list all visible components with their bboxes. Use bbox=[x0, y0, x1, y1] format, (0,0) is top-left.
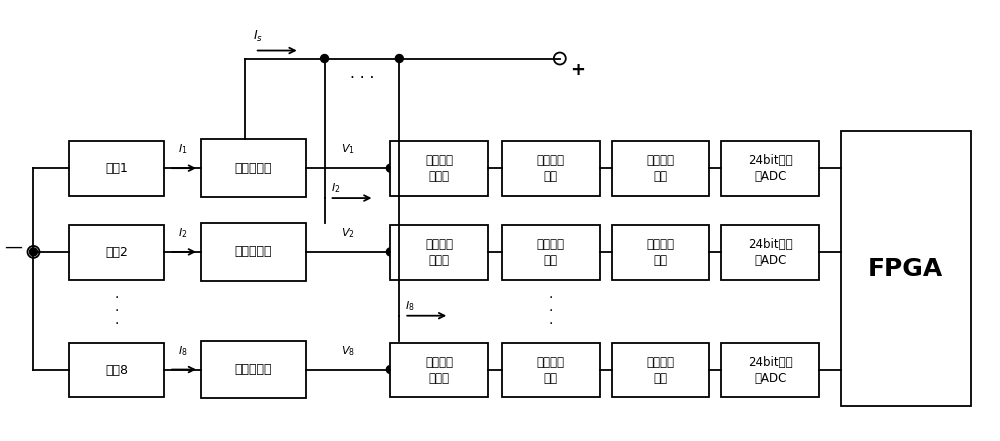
Text: 共模调制
电路: 共模调制 电路 bbox=[646, 355, 674, 385]
Text: ·
·
·: · · · bbox=[549, 291, 553, 331]
Bar bbox=[390, 343, 488, 397]
Circle shape bbox=[29, 248, 37, 256]
Bar bbox=[69, 343, 164, 397]
Text: 电池2: 电池2 bbox=[105, 246, 128, 259]
Text: 24bit高精
度ADC: 24bit高精 度ADC bbox=[748, 355, 792, 385]
Text: 霍尔传感器: 霍尔传感器 bbox=[235, 162, 272, 175]
Text: 霍尔传感器: 霍尔传感器 bbox=[235, 363, 272, 376]
Bar bbox=[201, 223, 306, 281]
Bar bbox=[612, 343, 709, 397]
Text: —: — bbox=[5, 238, 23, 256]
Text: $I_8$: $I_8$ bbox=[178, 344, 187, 358]
Circle shape bbox=[395, 55, 403, 63]
Text: 共模调制
电路: 共模调制 电路 bbox=[646, 238, 674, 267]
Text: $I_2$: $I_2$ bbox=[178, 226, 187, 240]
Bar bbox=[612, 225, 709, 280]
Bar bbox=[841, 131, 971, 407]
Text: $V_1$: $V_1$ bbox=[341, 142, 355, 156]
Text: 霍尔传感器: 霍尔传感器 bbox=[235, 245, 272, 258]
Bar bbox=[69, 225, 164, 280]
Text: 24bit高精
度ADC: 24bit高精 度ADC bbox=[748, 154, 792, 183]
Bar bbox=[390, 225, 488, 280]
Bar bbox=[201, 139, 306, 197]
Text: 单端转差
分电路: 单端转差 分电路 bbox=[425, 238, 453, 267]
Text: $I_s$: $I_s$ bbox=[253, 29, 263, 44]
Bar bbox=[612, 141, 709, 196]
Text: ·
·
·: · · · bbox=[115, 291, 119, 331]
Text: 24bit高精
度ADC: 24bit高精 度ADC bbox=[748, 238, 792, 267]
Text: +: + bbox=[570, 61, 585, 79]
Text: 电池1: 电池1 bbox=[105, 162, 128, 175]
Text: 共模调制
电路: 共模调制 电路 bbox=[646, 154, 674, 183]
Text: $I_8$: $I_8$ bbox=[405, 299, 415, 313]
Text: $I_2$: $I_2$ bbox=[331, 181, 340, 195]
Circle shape bbox=[27, 246, 39, 258]
Bar bbox=[502, 343, 600, 397]
Bar bbox=[721, 141, 819, 196]
Bar bbox=[721, 225, 819, 280]
Bar bbox=[502, 225, 600, 280]
Circle shape bbox=[386, 164, 394, 172]
Text: $V_2$: $V_2$ bbox=[341, 226, 355, 240]
Bar bbox=[201, 340, 306, 398]
Circle shape bbox=[386, 366, 394, 374]
Bar bbox=[721, 343, 819, 397]
Text: 电压跟随
电路: 电压跟随 电路 bbox=[537, 154, 565, 183]
Text: 电压跟随
电路: 电压跟随 电路 bbox=[537, 238, 565, 267]
Bar bbox=[69, 141, 164, 196]
Bar bbox=[390, 141, 488, 196]
Text: 单端转差
分电路: 单端转差 分电路 bbox=[425, 154, 453, 183]
Bar bbox=[502, 141, 600, 196]
Circle shape bbox=[386, 248, 394, 256]
Text: 单端转差
分电路: 单端转差 分电路 bbox=[425, 355, 453, 385]
Text: FPGA: FPGA bbox=[868, 257, 943, 281]
Text: 电池8: 电池8 bbox=[105, 363, 128, 377]
Text: · · ·: · · · bbox=[350, 71, 374, 86]
Text: $V_8$: $V_8$ bbox=[341, 344, 355, 358]
Text: $I_1$: $I_1$ bbox=[178, 142, 187, 156]
Text: 电压跟随
电路: 电压跟随 电路 bbox=[537, 355, 565, 385]
Circle shape bbox=[554, 52, 566, 64]
Circle shape bbox=[321, 55, 329, 63]
